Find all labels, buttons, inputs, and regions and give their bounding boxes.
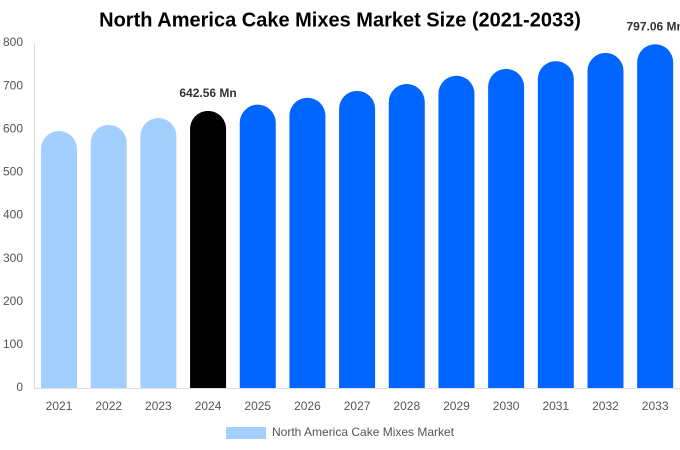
bar — [90, 124, 127, 388]
x-tick-label: 2027 — [344, 399, 371, 413]
x-tick-label: 2021 — [46, 399, 73, 413]
x-tick-label: 2023 — [145, 399, 172, 413]
y-tick-label: 0 — [16, 380, 23, 394]
x-tick-label: 2026 — [294, 399, 321, 413]
x-tick-label: 2022 — [95, 399, 122, 413]
bar — [537, 61, 574, 388]
value-label: 797.06 Mn — [626, 19, 680, 33]
x-tick-label: 2033 — [642, 399, 669, 413]
bar — [289, 97, 326, 389]
x-tick-label: 2025 — [244, 399, 271, 413]
y-tick-label: 500 — [3, 165, 23, 179]
x-tick-label: 2032 — [592, 399, 619, 413]
legend-label: North America Cake Mixes Market — [272, 425, 455, 439]
bar — [438, 75, 475, 388]
y-tick-label: 800 — [3, 35, 23, 49]
x-tick-label: 2028 — [393, 399, 420, 413]
bar — [388, 83, 425, 389]
y-tick-label: 600 — [3, 121, 23, 135]
bar — [140, 118, 177, 388]
y-tick-label: 700 — [3, 78, 23, 92]
x-tick-label: 2024 — [195, 399, 222, 413]
bar — [41, 130, 78, 388]
bar — [488, 68, 525, 389]
bar — [190, 110, 227, 388]
bar — [637, 44, 674, 388]
bar — [587, 52, 624, 388]
x-tick-label: 2030 — [493, 399, 520, 413]
x-tick-label: 2029 — [443, 399, 470, 413]
chart-title: North America Cake Mixes Market Size (20… — [99, 9, 581, 31]
y-tick-label: 400 — [3, 208, 23, 222]
value-label: 642.56 Mn — [179, 86, 236, 100]
legend-swatch — [226, 427, 266, 439]
y-tick-label: 200 — [3, 294, 23, 308]
bar — [339, 90, 376, 389]
bar — [239, 104, 276, 388]
y-tick-label: 100 — [3, 337, 23, 351]
y-tick-label: 300 — [3, 251, 23, 265]
x-tick-label: 2031 — [542, 399, 569, 413]
